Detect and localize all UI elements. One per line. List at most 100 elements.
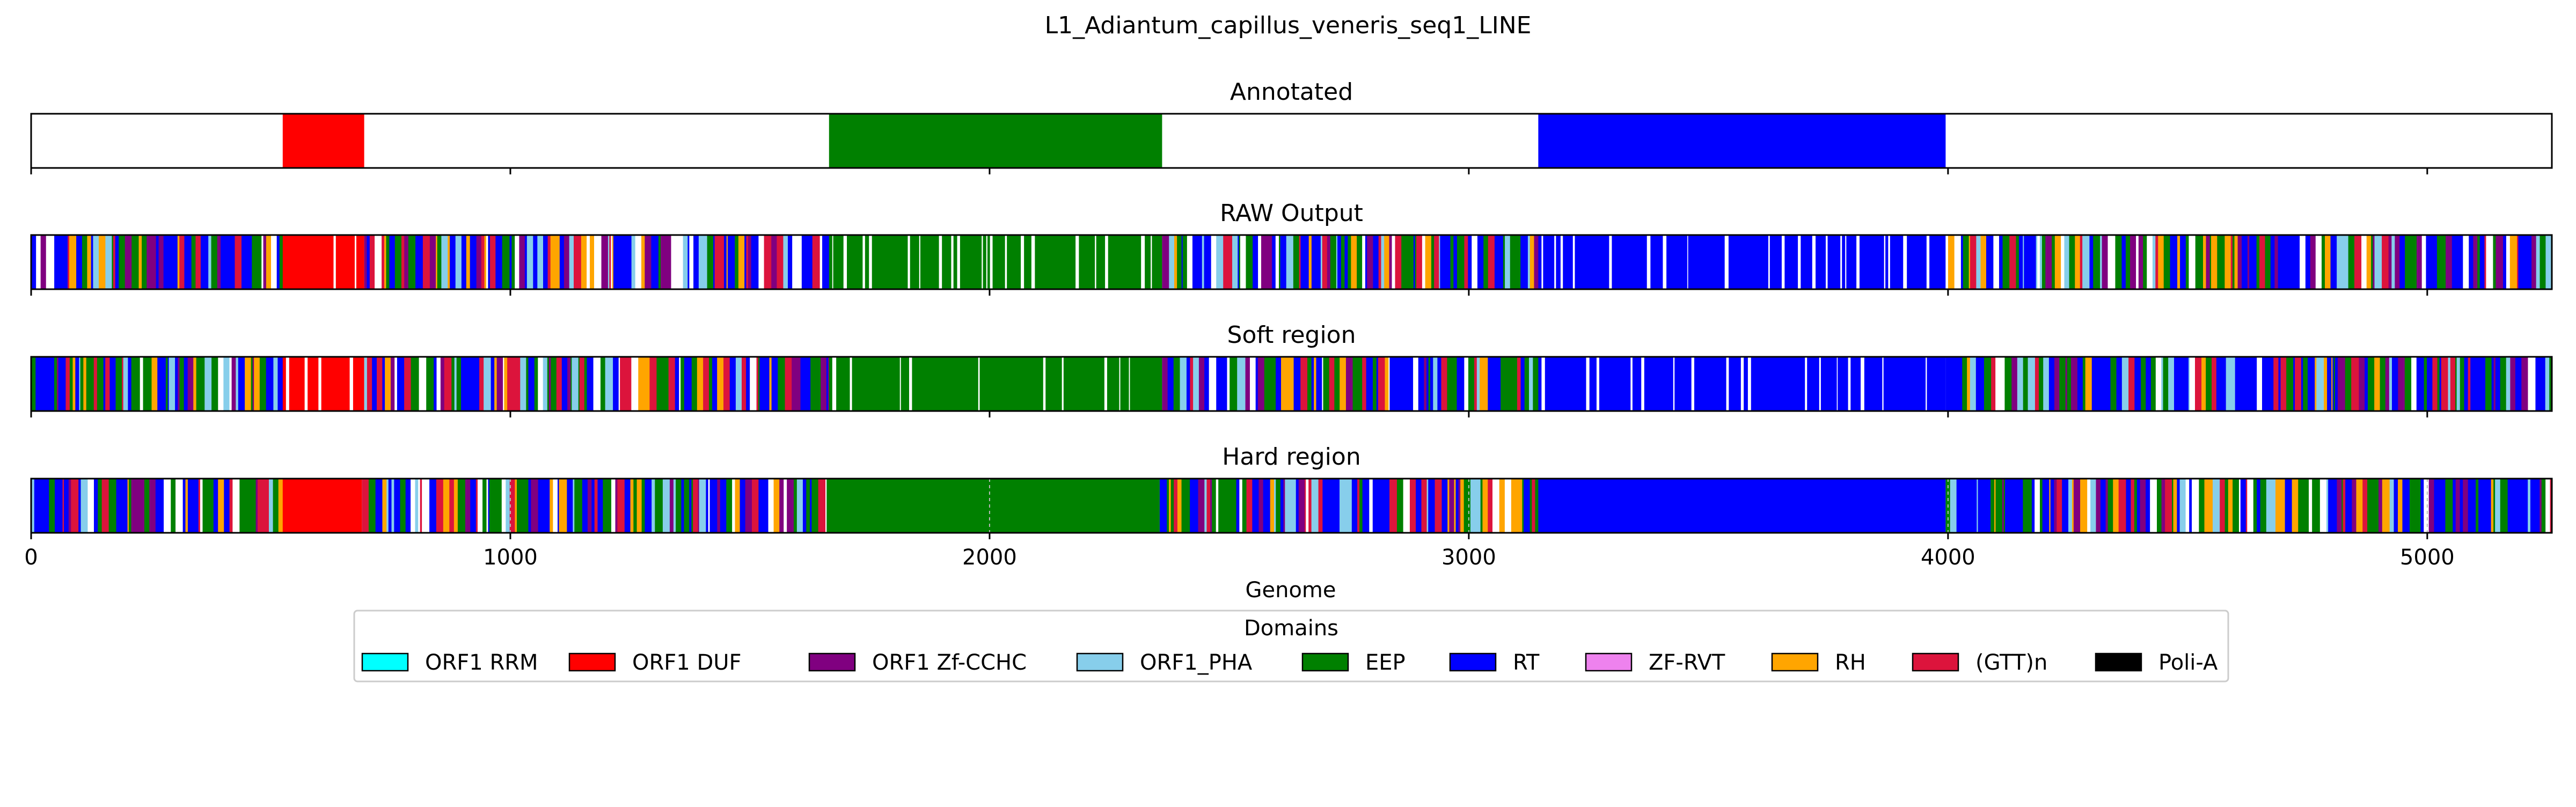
segment-bar xyxy=(649,357,657,411)
segment-bar xyxy=(1534,235,1539,289)
segment-gap xyxy=(1836,357,1838,411)
segment-bar xyxy=(1459,235,1461,289)
segment-bar xyxy=(2260,479,2267,533)
segment-bar xyxy=(2107,235,2116,289)
segment-bar xyxy=(1524,479,1526,533)
segment-gap xyxy=(1031,235,1035,289)
segment-bar xyxy=(681,479,684,533)
segment-bar xyxy=(2295,357,2302,411)
segment-gap xyxy=(1856,235,1860,289)
segment-bar xyxy=(631,357,639,411)
segment-bar xyxy=(1322,479,1330,533)
segment-bar xyxy=(2359,357,2365,411)
segment-bar xyxy=(2337,479,2342,533)
segment-bar xyxy=(2082,235,2085,289)
segment-bar xyxy=(2439,357,2442,411)
segment-bar xyxy=(2131,479,2135,533)
segment-bar xyxy=(2441,357,2448,411)
segment-bar xyxy=(550,235,555,289)
segment-bar xyxy=(1170,479,1174,533)
segment-bar xyxy=(2411,357,2417,411)
segment-bar xyxy=(2470,357,2473,411)
segment-bar xyxy=(1488,357,1495,411)
segment-bar xyxy=(385,357,391,411)
segment-bar xyxy=(587,357,594,411)
segment-bar xyxy=(415,479,419,533)
segment-gap xyxy=(1882,357,1884,411)
segment-bar xyxy=(625,357,632,411)
segment-bar xyxy=(1210,479,1212,533)
segment-gap xyxy=(1798,235,1801,289)
segment-bar xyxy=(768,479,774,533)
x-tick-label: 1000 xyxy=(483,545,538,570)
segment-bar xyxy=(1474,357,1477,411)
segment-bar xyxy=(1174,235,1177,289)
segment-bar xyxy=(1337,235,1342,289)
segment-bar xyxy=(1389,357,1397,411)
legend-swatch xyxy=(1449,652,1497,672)
segment-bar xyxy=(56,357,59,411)
segment-bar xyxy=(461,235,467,289)
segment-bar xyxy=(1225,357,1227,411)
segment-bar xyxy=(826,357,829,411)
segment-bar xyxy=(1252,479,1259,533)
segment-bar xyxy=(271,235,277,289)
segment-bar xyxy=(99,235,106,289)
segments xyxy=(31,357,2552,411)
segment-bar xyxy=(179,235,185,289)
segment-bar xyxy=(147,357,152,411)
segment-bar xyxy=(2362,479,2368,533)
segment-bar xyxy=(1384,235,1389,289)
segment-bar xyxy=(2090,479,2096,533)
segment-bar xyxy=(1366,357,1373,411)
segment-bar xyxy=(157,479,164,533)
segment-bar xyxy=(492,235,496,289)
segment-bar xyxy=(1963,235,1970,289)
segment-bar xyxy=(1408,235,1414,289)
segment-bar xyxy=(1351,235,1357,289)
segment-bar xyxy=(2105,357,2107,411)
segment-bar xyxy=(2446,235,2453,289)
segment-bar xyxy=(115,235,119,289)
segment-bar xyxy=(185,479,188,533)
segment-bar xyxy=(128,479,131,533)
segment-bar xyxy=(1283,479,1285,533)
segment-bar xyxy=(217,235,221,289)
segment-bar xyxy=(1298,479,1305,533)
segment-bar xyxy=(1307,357,1312,411)
segment-bar xyxy=(1362,235,1366,289)
segment-bar xyxy=(2507,479,2514,533)
segment-bar xyxy=(34,479,37,533)
segment-bar xyxy=(2158,235,2164,289)
segment-gap xyxy=(951,235,954,289)
segment-bar xyxy=(422,235,428,289)
legend-swatch xyxy=(1585,652,1633,672)
segment-bar xyxy=(1352,357,1357,411)
segment-bar xyxy=(173,479,176,533)
segment-bar xyxy=(2127,357,2129,411)
segment-bar xyxy=(829,235,1162,289)
segment-gap xyxy=(1554,235,1556,289)
segment-bar xyxy=(826,479,1160,533)
segment-bar xyxy=(2307,357,2315,411)
panel-frame xyxy=(30,478,2553,534)
segment-bar xyxy=(1257,357,1265,411)
segment-bar xyxy=(1950,479,1957,533)
segment-bar xyxy=(2297,235,2300,289)
segment-bar xyxy=(779,479,784,533)
segment-bar xyxy=(1430,357,1433,411)
segment-bar xyxy=(2294,235,2298,289)
segment-gap xyxy=(990,235,993,289)
segment-bar xyxy=(1392,235,1395,289)
segment-bar xyxy=(193,357,197,411)
segment-bar xyxy=(818,479,826,533)
segment-bar xyxy=(2455,479,2461,533)
segment-bar xyxy=(2385,357,2390,411)
segment-bar xyxy=(2128,357,2135,411)
segment-bar xyxy=(1195,235,1199,289)
segment-bar xyxy=(1258,235,1262,289)
segment-bar xyxy=(1285,479,1292,533)
segment-bar xyxy=(1181,235,1183,289)
segments xyxy=(31,479,2552,533)
